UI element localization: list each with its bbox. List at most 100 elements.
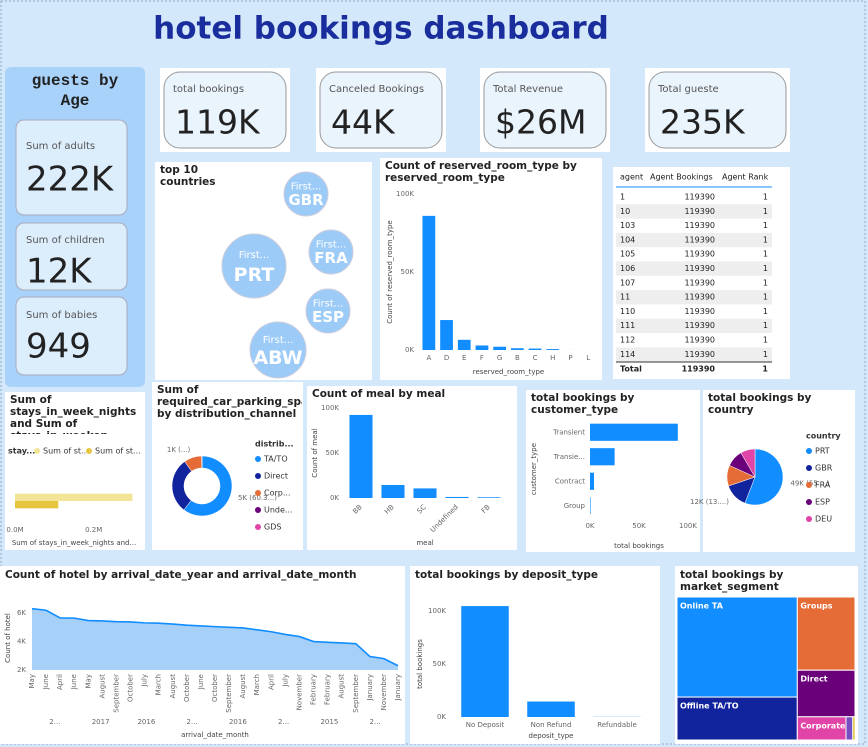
x-tick-label: B: [515, 354, 520, 362]
legend-title: distrib...: [255, 440, 294, 449]
x-tick-label: November: [295, 674, 303, 711]
bubble-label: First...: [263, 335, 294, 346]
panel-title: Age: [61, 92, 90, 110]
legend-swatch: [255, 524, 261, 530]
y-tick-label: 50K: [433, 660, 447, 668]
table-cell: 114: [620, 350, 635, 359]
table-cell: 110: [620, 307, 635, 316]
x-tick-label: 100K: [679, 522, 697, 530]
table-row-band: [616, 318, 772, 333]
table-cell: 1: [763, 336, 768, 345]
chart-title-box: Sum of stays_in_week_nights and Sum of s…: [10, 394, 136, 434]
x-tick-label: G: [497, 354, 502, 362]
kpi-inner: [163, 71, 287, 149]
bubble-category: ABW: [253, 347, 302, 369]
treemap-label: Online TA: [680, 602, 724, 611]
table-cell: 119390: [684, 235, 715, 244]
pie-slice: [183, 455, 233, 517]
y-axis-label: Count of meal: [311, 428, 319, 477]
x-tick-label: March: [155, 674, 163, 695]
bubble: [221, 233, 287, 299]
y-tick-label: 50K: [326, 449, 340, 457]
x-tick-label: April: [56, 674, 64, 690]
kpi-label: Total Revenue: [492, 84, 563, 95]
y-tick-label: 0K: [405, 346, 414, 354]
table-cell: 112: [620, 336, 635, 345]
treemap-cell: [796, 669, 856, 718]
table-row-band: [616, 347, 772, 362]
legend-swatch: [806, 499, 812, 505]
x-tick-label: 0K: [585, 522, 594, 530]
panel: [152, 382, 303, 550]
bar: [461, 606, 509, 717]
legend-label: PRT: [815, 447, 830, 456]
legend-swatch: [806, 448, 812, 454]
treemap-cell: [852, 716, 856, 741]
y-tick-label: 100K: [396, 190, 414, 198]
chart-title: Count of meal by meal: [312, 388, 446, 400]
x-tick-label: January: [366, 674, 374, 702]
x-group-label: 2...: [278, 718, 289, 726]
chart-title-box: total bookings by customer_type: [531, 392, 635, 416]
legend-swatch: [86, 448, 92, 454]
bubble-category: ESP: [312, 308, 344, 326]
x-tick-label: A: [426, 354, 431, 362]
chart-title-box: Sum of required_car_parking_spaces by di…: [157, 384, 302, 420]
pie-slice: [740, 448, 756, 478]
table-cell: 119390: [684, 250, 715, 259]
table-cell: 1: [620, 193, 625, 202]
bubble: [283, 171, 329, 217]
legend-label: DEU: [815, 515, 832, 524]
x-axis-label: arrival_date_month: [181, 731, 249, 739]
panel: [526, 390, 700, 552]
table-cell: 119390: [684, 221, 715, 230]
kpi-value: $26M: [495, 103, 586, 142]
legend-title: stay...: [8, 447, 35, 456]
panel-title: guests by: [32, 72, 119, 90]
table-cell: 104: [620, 235, 635, 244]
x-tick-label: November: [380, 674, 388, 711]
legend-swatch: [255, 490, 261, 496]
bubble-category: FRA: [314, 249, 348, 267]
x-tick-label: Refundable: [597, 721, 637, 729]
card-value: 12K: [26, 252, 93, 292]
chart-title: total bookings by customer_type: [531, 392, 635, 416]
x-tick-label: P: [568, 354, 572, 362]
card: [15, 119, 128, 216]
treemap-cell: [676, 696, 798, 741]
legend-label: Sum of st...: [95, 447, 141, 456]
x-tick-label: February: [310, 674, 318, 705]
card-value: 222K: [26, 160, 115, 200]
y-axis-label: total bookings: [416, 639, 424, 689]
y-tick-label: 4K: [17, 638, 26, 646]
table-cell: 1: [763, 293, 768, 302]
bar: [510, 348, 524, 350]
y-axis-label: Count of reserved_room_type: [386, 220, 394, 324]
table-cell: 119390: [684, 336, 715, 345]
x-tick-label: 0.0M: [6, 526, 23, 534]
legend-label: ESP: [815, 498, 830, 507]
x-tick-label: L: [586, 354, 590, 362]
bubble-label: First...: [313, 298, 344, 309]
bubble: [308, 229, 354, 275]
bar: [590, 423, 678, 441]
card-label: Sum of children: [26, 235, 105, 246]
treemap-label: Offline TA/TO: [680, 702, 739, 711]
table-cell: 105: [620, 250, 635, 259]
legend-swatch: [806, 465, 812, 471]
card: [15, 222, 128, 291]
table-cell: 119390: [684, 278, 715, 287]
bar: [349, 414, 373, 498]
kpi-inner: [319, 71, 443, 149]
x-tick-label: June: [70, 674, 78, 690]
x-tick-label: C: [533, 354, 538, 362]
table-header: Agent Rank: [722, 173, 769, 182]
dashboard-title: hotel bookings dashboard: [153, 11, 609, 47]
legend-title: country: [806, 432, 841, 441]
bar: [475, 345, 489, 350]
table-cell: 119390: [684, 350, 715, 359]
bubble-category: PRT: [234, 264, 275, 286]
treemap-label: Corporate: [800, 721, 846, 730]
y-tick-label: 100K: [428, 607, 446, 615]
